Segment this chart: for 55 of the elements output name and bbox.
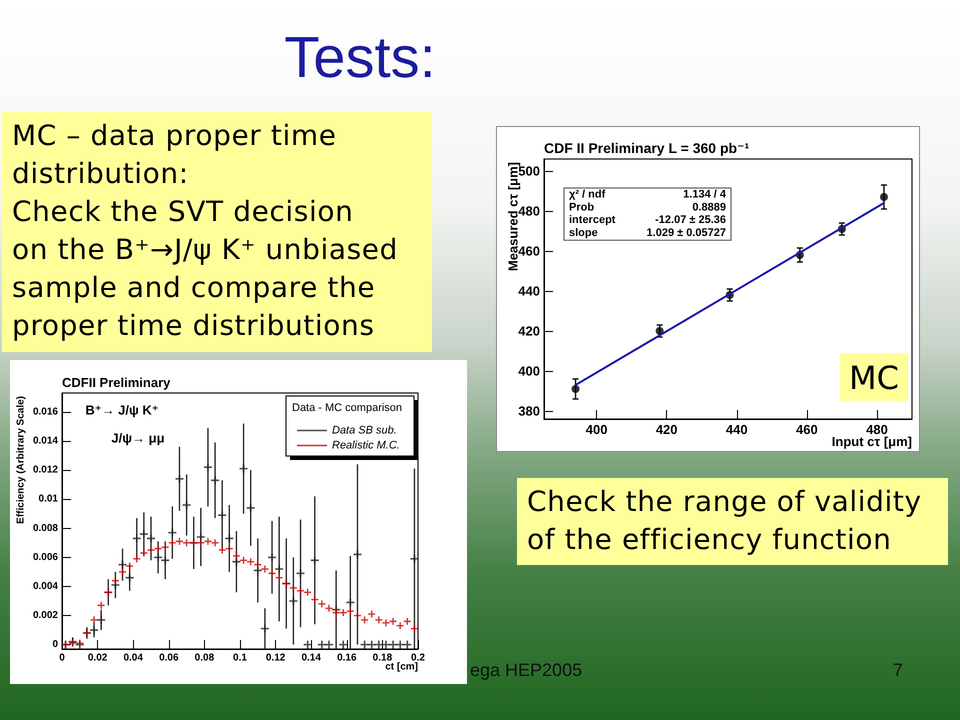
annotation: 1.134 / 4	[683, 188, 727, 200]
x-tick-label: 0.1	[233, 652, 248, 664]
y-axis-title: Efficiency (Arbitrary Scale)	[16, 396, 26, 524]
x-tick-label: 460	[796, 422, 818, 437]
x-tick-label: 0	[59, 652, 66, 664]
x-tick-label: 400	[586, 422, 608, 437]
x-tick-label: 0.04	[123, 652, 144, 664]
annotation: -12.07 ± 25.36	[655, 214, 726, 226]
text: Check the range of validity of the efficiency function	[517, 478, 948, 565]
chart-title: CDFII Preliminary	[62, 375, 172, 390]
y-tick-label: 0.006	[32, 552, 58, 563]
text: Tests:	[283, 24, 437, 91]
y-tick-label: 420	[518, 324, 540, 338]
annotation: MC	[849, 359, 899, 397]
x-tick-label: 0.08	[194, 652, 215, 664]
y-tick-label: 460	[518, 244, 540, 258]
text: ega HEP2005	[470, 660, 582, 681]
x-tick-label: 0.02	[88, 652, 108, 664]
y-tick-label: 400	[518, 364, 540, 378]
legend-label: Realistic M.C.	[332, 440, 400, 452]
y-tick-label: 0.012	[32, 464, 58, 476]
annotation: Prob	[569, 201, 594, 214]
annotation: 1.029 ± 0.05727	[646, 226, 726, 239]
y-tick-label: 480	[518, 204, 540, 218]
x-tick-label: 0.12	[266, 652, 286, 664]
x-tick-label: 440	[726, 422, 748, 437]
y-tick-label: 0	[52, 639, 58, 650]
y-tick-label: 0.004	[32, 580, 58, 592]
y-tick-label: 0.01	[38, 494, 58, 505]
annotation: intercept	[569, 214, 616, 226]
y-tick-label: 0.014	[32, 436, 58, 446]
annotation: 0.8889	[692, 201, 726, 214]
annotation: χ² / ndf	[569, 188, 606, 200]
y-tick-label: 0.016	[32, 406, 58, 418]
annotation: J/ψ→ μμ	[111, 430, 165, 446]
x-tick-label: 420	[656, 422, 678, 437]
legend-title: Data - MC comparison	[292, 402, 402, 414]
x-tick-label: 0.18	[372, 652, 393, 664]
y-tick-label: 0.002	[32, 610, 58, 622]
annotation: slope	[569, 226, 598, 239]
y-tick-label: 380	[518, 404, 540, 418]
x-axis-title: Input cτ [μm]	[832, 434, 912, 449]
x-tick-label: 480	[866, 422, 888, 437]
x-tick-label: 0.2	[411, 652, 426, 664]
legend-label: Data SB sub.	[332, 424, 397, 436]
x-tick-label: 0.16	[337, 652, 357, 664]
x-tick-label: 0.06	[159, 652, 179, 664]
text: 7	[893, 660, 904, 681]
text: MC – data proper time distribution: Check the SVT decision on the B⁺→J/ψ K⁺ unbiased sample and compare the proper time distributions	[2, 112, 432, 352]
chart-title: CDF II Preliminary L = 360 pb⁻¹	[544, 140, 750, 156]
annotation: B⁺→ J/ψ K⁺	[85, 402, 159, 418]
x-axis-title: ct [cm]	[385, 662, 418, 672]
y-tick-label: 440	[518, 284, 540, 298]
x-tick-label: 0.14	[301, 652, 322, 664]
y-tick-label: 0.008	[32, 522, 58, 534]
